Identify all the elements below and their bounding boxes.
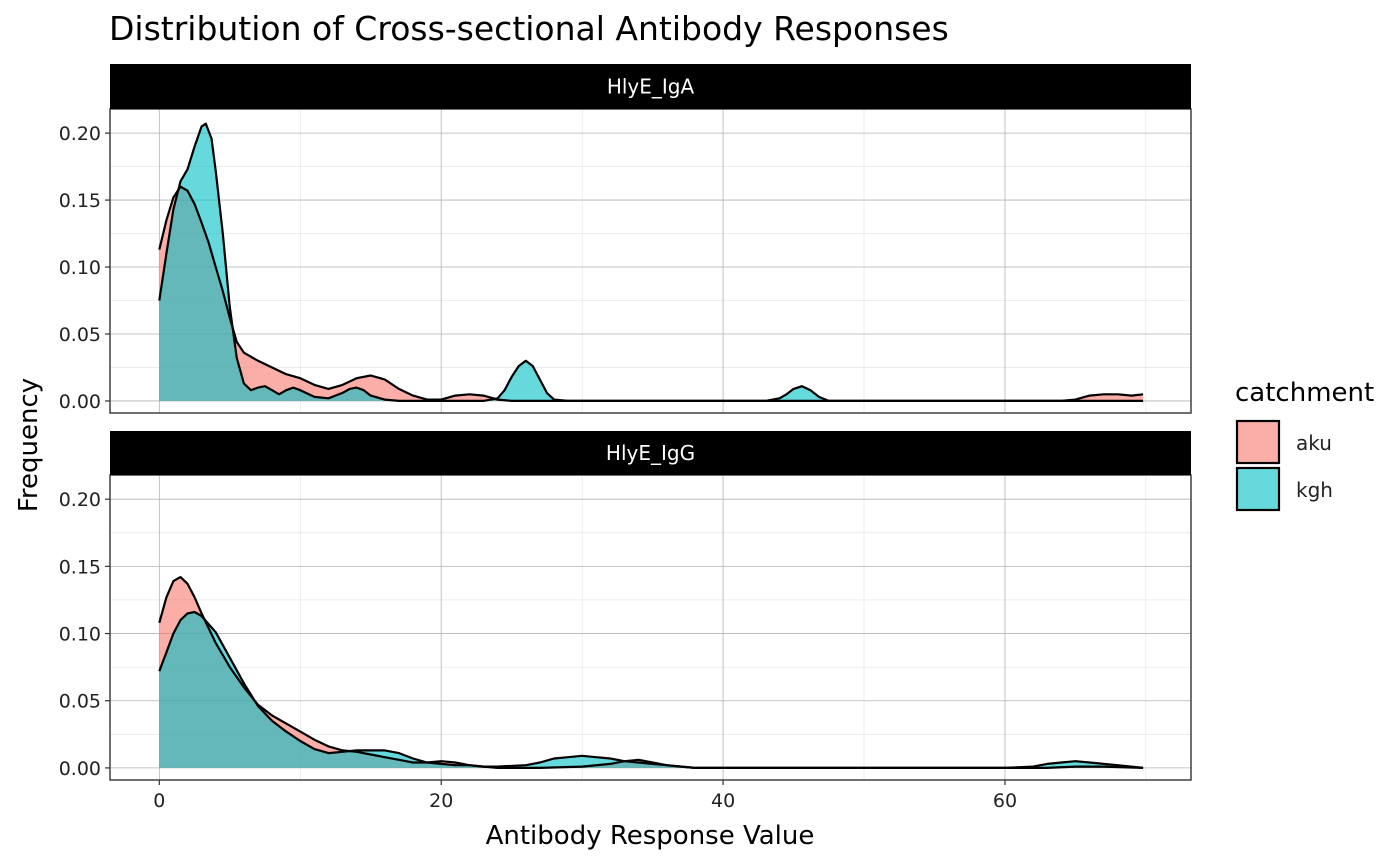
- x-tick-label: 40: [711, 790, 735, 812]
- facet-panels: 0.00 0.05 0.10 0.15 0.20 HlyE_IgA 0.00 0.05 0.10…: [59, 64, 1192, 781]
- y-tick-label: 0.15: [59, 556, 101, 578]
- density-line-kgh: [158, 122, 1144, 402]
- legend-label-aku: aku: [1296, 431, 1332, 455]
- y-tick-label: 0.05: [59, 691, 101, 713]
- x-tick-label: 60: [993, 790, 1017, 812]
- y-tick-label: 0.10: [59, 624, 101, 646]
- facet-panel: 0.00 0.05 0.10 0.15 0.20 HlyE_IgA: [59, 64, 1192, 414]
- y-tick-label: 0.10: [59, 257, 101, 279]
- legend-label-kgh: kgh: [1296, 478, 1333, 502]
- facet-strip: [110, 431, 1191, 475]
- y-tick-label: 0.05: [59, 324, 101, 346]
- facet-panel: 0.00 0.05 0.10 0.15 0.20 HlyE_IgG: [59, 431, 1192, 781]
- x-tick-label: 20: [429, 790, 453, 812]
- facet-strip-label: HlyE_IgG: [606, 441, 695, 465]
- y-tick-label: 0.00: [59, 391, 101, 413]
- x-tick-label: 0: [153, 790, 165, 812]
- y-axis-title: Frequency: [14, 378, 44, 512]
- y-tick-label: 0.20: [59, 123, 101, 145]
- chart-title: Distribution of Cross-sectional Antibody…: [109, 9, 949, 48]
- legend: catchment aku kgh: [1235, 378, 1374, 512]
- facet-strip: [110, 64, 1191, 109]
- y-tick-label: 0.15: [59, 190, 101, 212]
- panel-background: [110, 109, 1191, 413]
- x-axis: 0 20 40 60: [153, 780, 1017, 812]
- legend-title: catchment: [1235, 378, 1374, 408]
- y-tick-label: 0.20: [59, 489, 101, 511]
- facet-strip-label: HlyE_IgA: [607, 75, 695, 99]
- legend-entries: aku kgh: [1235, 419, 1333, 512]
- density-line-kgh: [158, 610, 1144, 769]
- legend-key-kgh: [1235, 466, 1281, 512]
- legend-key-aku: [1235, 419, 1281, 465]
- x-axis-title: Antibody Response Value: [486, 821, 815, 851]
- density-area-aku: [159, 186, 1144, 401]
- density-area-kgh: [159, 612, 1144, 768]
- y-tick-label: 0.00: [59, 758, 101, 780]
